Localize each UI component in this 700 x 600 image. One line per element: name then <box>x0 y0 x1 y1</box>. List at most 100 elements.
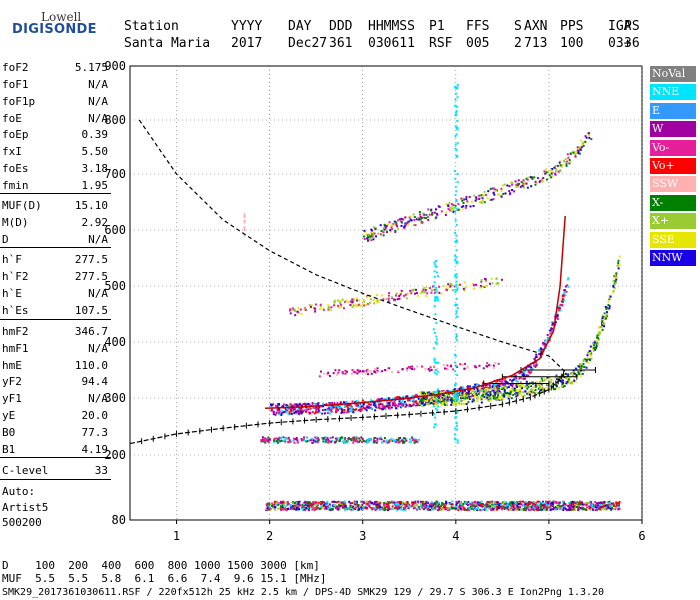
echo-point <box>477 392 480 395</box>
echo-point <box>327 304 330 307</box>
echo-point <box>372 234 375 237</box>
echo-point <box>523 186 526 189</box>
echo-point <box>504 380 507 383</box>
echo-point <box>522 377 525 380</box>
echo-point <box>549 381 552 384</box>
x-tick-label: 2 <box>266 529 273 543</box>
es-point <box>428 503 431 506</box>
es-point <box>465 502 468 505</box>
param-divider <box>0 479 111 480</box>
echo-point <box>612 291 615 294</box>
echo-point <box>358 402 361 405</box>
es-point <box>450 503 453 506</box>
echo-point <box>464 206 467 209</box>
echo-point <box>384 369 387 372</box>
echo-point <box>435 373 438 376</box>
echo-point <box>343 438 346 441</box>
echo-point <box>405 404 408 407</box>
es-point <box>420 506 423 509</box>
echo-point <box>445 367 448 370</box>
echo-point <box>572 372 575 375</box>
es-point <box>458 502 461 505</box>
param-value: 77.3 <box>81 426 109 439</box>
echo-point <box>333 406 336 409</box>
echo-point <box>560 300 563 303</box>
echo-point <box>540 380 543 383</box>
es-point <box>531 502 534 505</box>
echo-point <box>514 180 517 183</box>
echo-point <box>509 391 512 394</box>
es-point <box>317 501 320 504</box>
es-point <box>423 506 426 509</box>
echo-point <box>293 405 296 408</box>
es-point <box>570 508 573 511</box>
es-point <box>290 507 293 510</box>
echo-point <box>407 366 410 369</box>
param-label: yF1 <box>2 392 22 405</box>
es-point <box>493 507 496 510</box>
echo-point <box>465 393 468 396</box>
param-label: M(D) <box>2 216 29 229</box>
es-point <box>388 501 391 504</box>
echo-point <box>556 317 559 320</box>
echo-point <box>365 441 368 444</box>
echo-point <box>542 177 545 180</box>
es-point <box>559 507 562 510</box>
echo-point <box>377 406 380 409</box>
echo-point <box>486 389 489 392</box>
echo-point <box>379 436 382 439</box>
echo-point <box>546 376 549 379</box>
echo-point <box>520 394 523 397</box>
echo-point <box>433 426 436 429</box>
es-point <box>527 508 530 511</box>
echo-point <box>292 439 295 442</box>
profile-upper-dashed <box>138 119 566 373</box>
es-point <box>313 501 316 504</box>
echo-point <box>470 389 473 392</box>
echo-point <box>511 183 514 186</box>
echo-point <box>423 287 426 290</box>
echo-point <box>571 382 574 385</box>
echo-point <box>369 403 372 406</box>
echo-point <box>519 185 522 188</box>
echo-point <box>445 397 448 400</box>
y-tick-label: 300 <box>104 391 126 405</box>
echo-point <box>544 172 547 175</box>
es-point <box>321 500 324 503</box>
echo-point <box>455 391 458 394</box>
echo-point <box>615 272 618 275</box>
param-value: 15.10 <box>74 199 108 212</box>
es-point <box>594 509 597 512</box>
es-point <box>295 501 298 504</box>
echo-point <box>386 441 389 444</box>
es-point <box>611 502 614 505</box>
echo-point <box>496 396 499 399</box>
echo-point <box>588 134 591 137</box>
echo-point <box>460 402 463 405</box>
echo-point <box>523 394 526 397</box>
echo-point <box>435 398 438 401</box>
echo-point <box>305 406 308 409</box>
echo-point <box>546 386 549 389</box>
echo-point <box>473 394 476 397</box>
es-point <box>577 503 580 506</box>
echo-point <box>430 213 433 216</box>
x-tick-label: 3 <box>359 529 366 543</box>
es-point <box>326 507 329 510</box>
echo-point <box>297 413 300 416</box>
echo-point <box>433 359 436 362</box>
echo-point <box>499 396 502 399</box>
echo-point <box>580 365 583 368</box>
echo-point <box>315 405 318 408</box>
es-point <box>591 507 594 510</box>
echo-point <box>455 240 458 243</box>
es-point <box>488 507 491 510</box>
es-point <box>294 505 297 508</box>
es-point <box>560 505 563 508</box>
echo-point <box>591 346 594 349</box>
echo-point <box>572 374 575 377</box>
echo-point <box>595 340 598 343</box>
es-point <box>488 503 491 506</box>
es-point <box>508 503 511 506</box>
